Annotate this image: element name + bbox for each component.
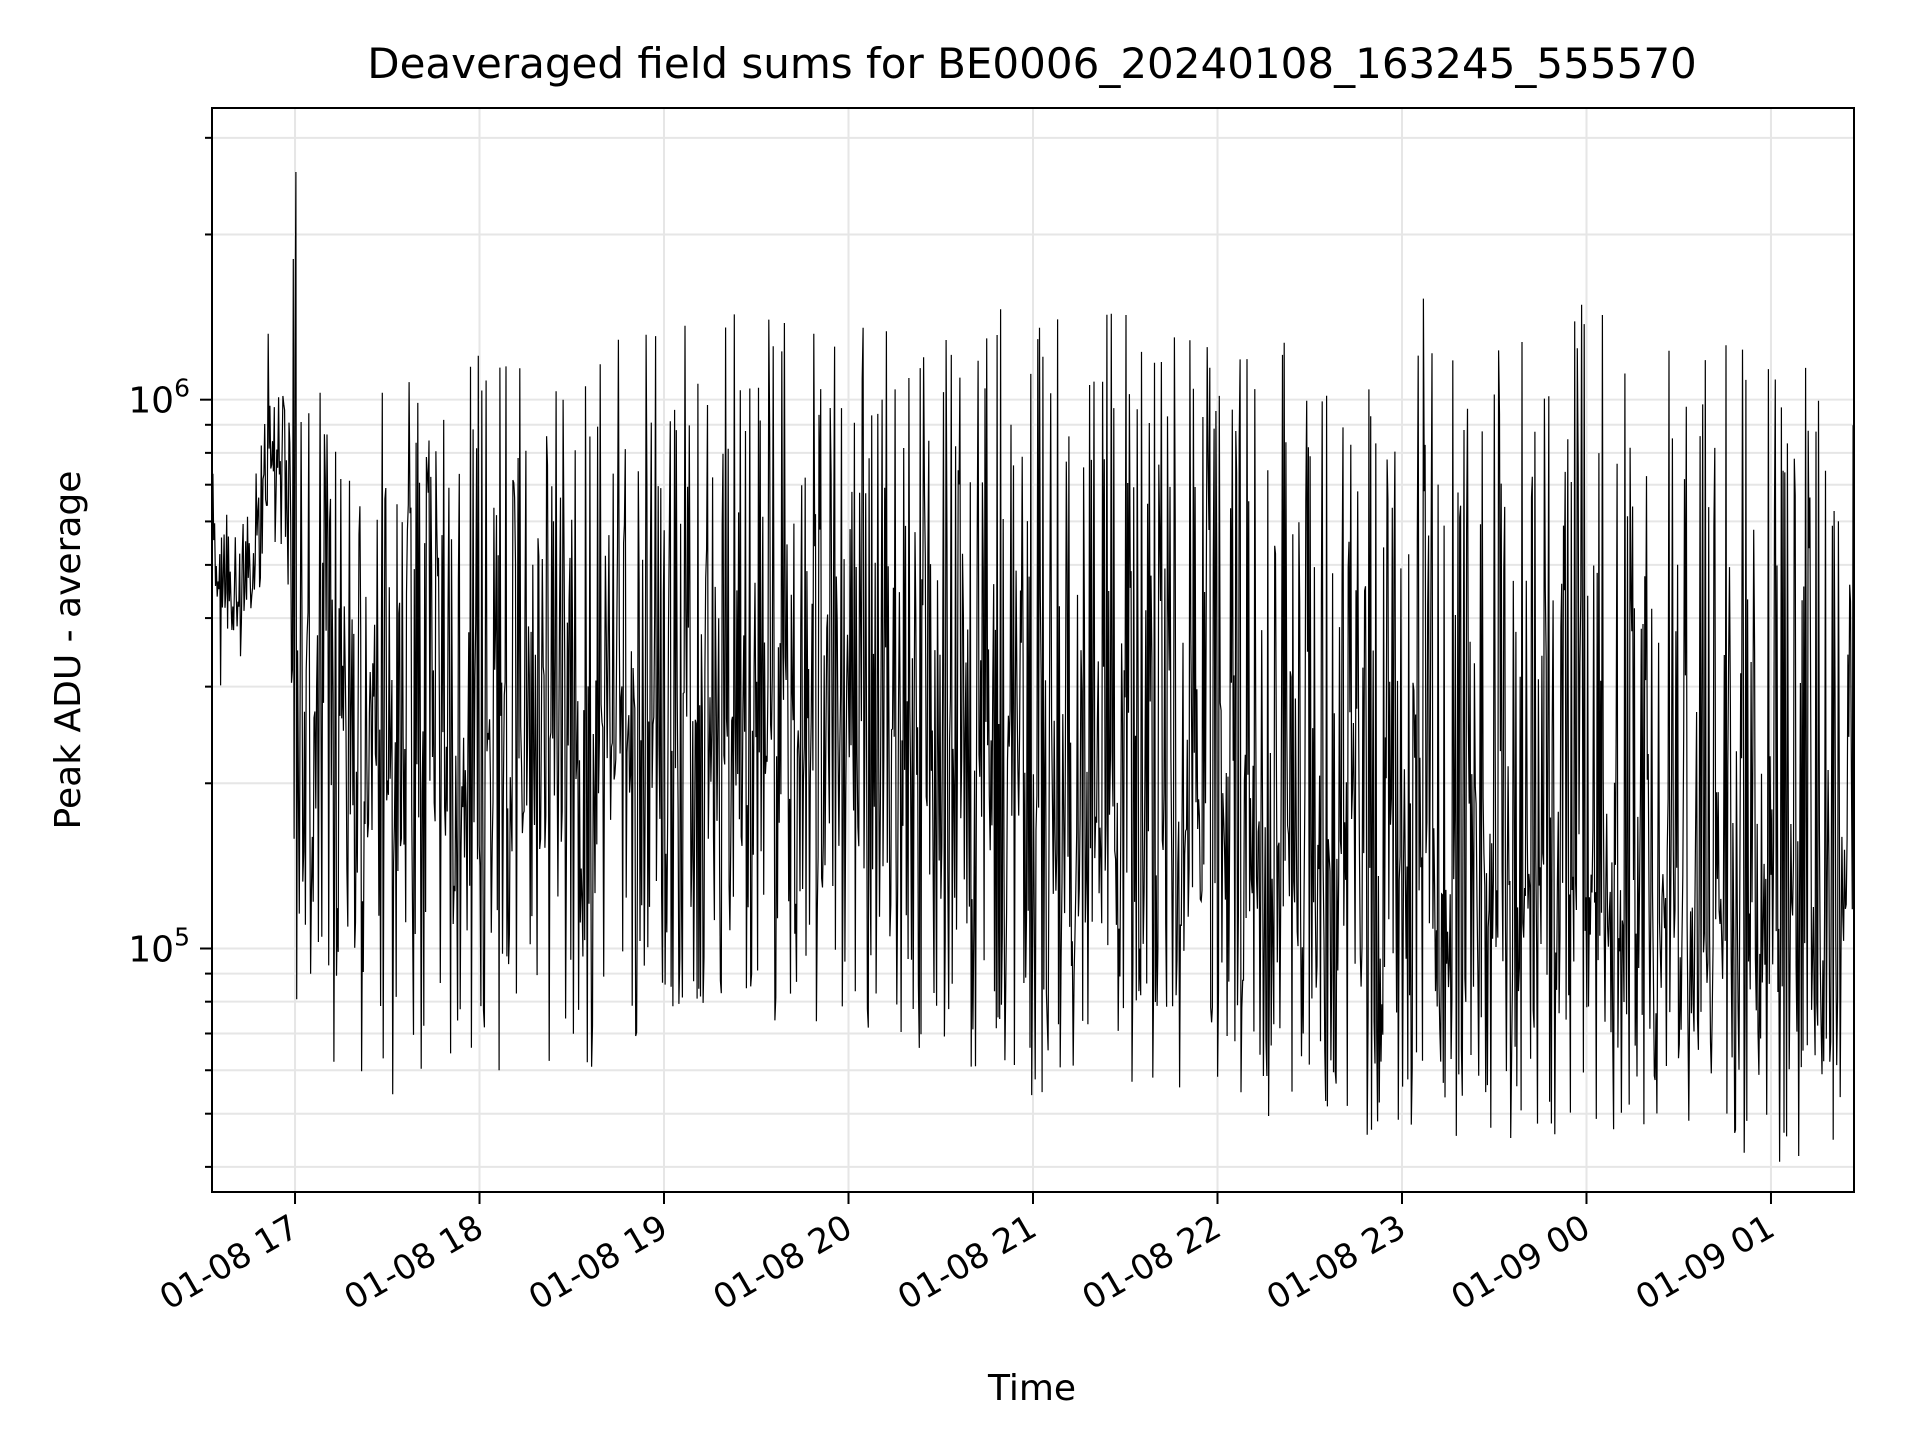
series-layer: [212, 171, 1854, 1162]
y-axis-ticks: 105 106: [128, 136, 212, 1168]
y-tick-label: 106: [128, 374, 190, 422]
series-line: [212, 171, 1854, 1162]
chart-title: Deaveraged field sums for BE0006_2024010…: [367, 39, 1697, 88]
y-axis-label: Peak ADU - average: [48, 471, 89, 830]
x-axis-label: Time: [987, 1368, 1076, 1409]
y-tick-label: 105: [128, 922, 190, 970]
